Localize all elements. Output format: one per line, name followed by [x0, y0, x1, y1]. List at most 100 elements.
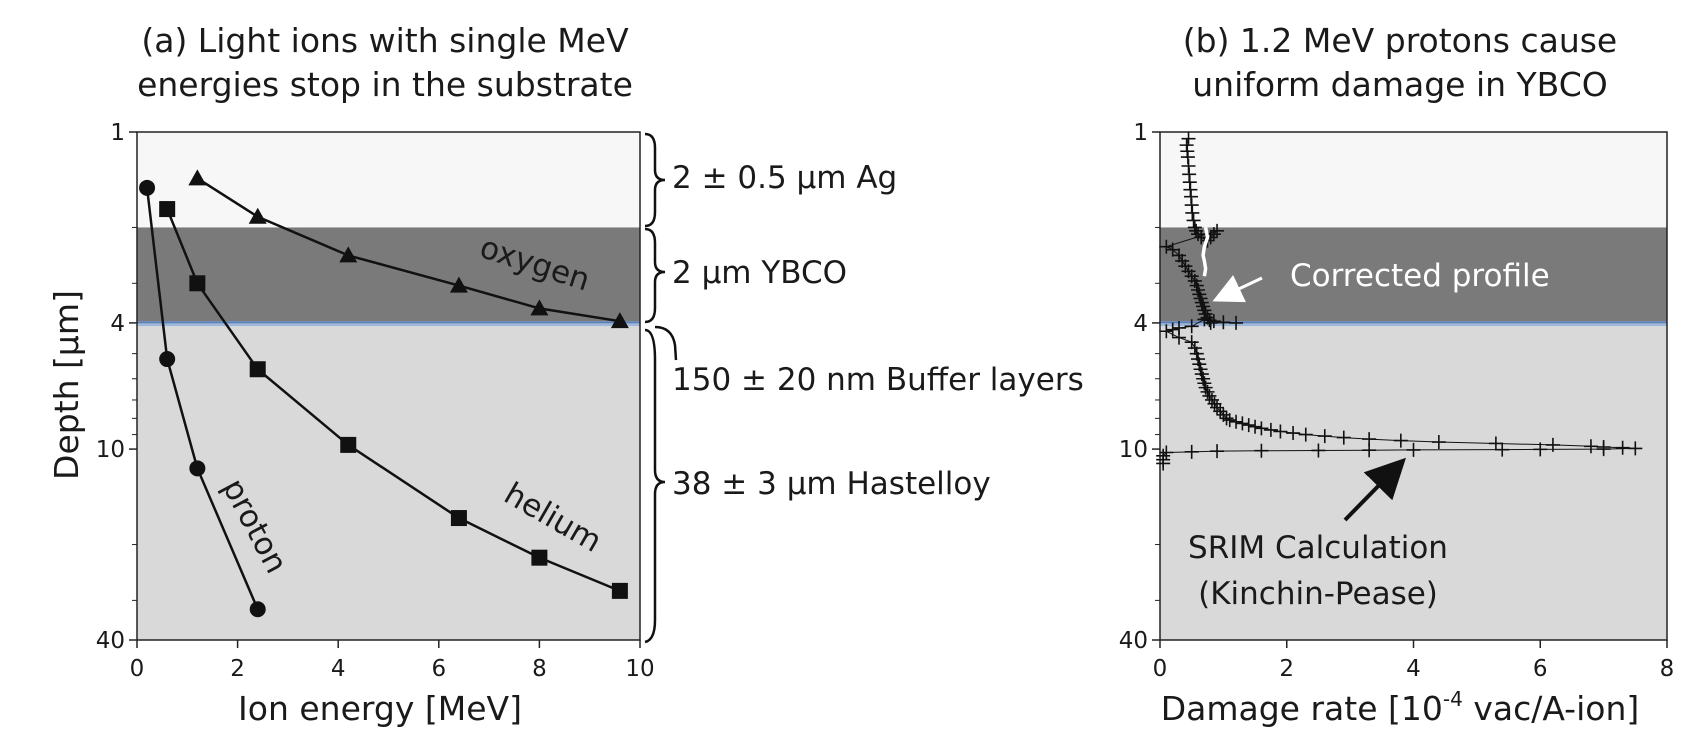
pa-xtick-label: 8: [532, 656, 547, 682]
chart-a-title-line1: (a) Light ions with single MeV: [141, 21, 629, 60]
pb-point-plus: [1583, 439, 1598, 454]
pb-point-plus: [1165, 322, 1180, 337]
pa-point-circle: [249, 601, 266, 618]
pb-point-plus: [1235, 416, 1250, 431]
pb-point-plus: [1185, 205, 1200, 220]
pa-point-circle: [139, 179, 156, 196]
pb-point-plus: [1184, 319, 1199, 334]
pb-xtick-label: 6: [1533, 656, 1548, 682]
pb-ytick-label: 1: [1133, 120, 1148, 146]
pb-point-plus: [1159, 239, 1174, 254]
pb-point-plus: [1165, 242, 1180, 257]
pa-point-square: [189, 275, 206, 292]
pb-xtick-label: 0: [1153, 656, 1168, 682]
pb-point-plus: [1184, 335, 1199, 350]
srim-arrow: [1343, 457, 1406, 522]
pa-series-2-line: [196, 177, 621, 323]
pa-point-triangle: [530, 299, 549, 316]
brace-hastelloy: [644, 328, 666, 644]
pa-point-square: [159, 201, 176, 218]
pa-ytick-label: 40: [96, 628, 125, 654]
pa-point-triangle: [248, 207, 267, 224]
pb-ytick-label: 10: [1119, 437, 1148, 463]
chart-a-ylabel: Depth [μm]: [47, 290, 86, 480]
pa-xtick-label: 0: [130, 656, 145, 682]
pa-xtick-label: 4: [331, 656, 346, 682]
pa-point-circle: [189, 460, 206, 477]
pb-ytick-label: 4: [1133, 311, 1148, 337]
pb-point-plus: [1203, 315, 1218, 330]
pa-xtick-label: 2: [230, 656, 245, 682]
pa-point-square: [611, 582, 628, 599]
pb-point-plus: [1241, 418, 1256, 433]
pa-point-square: [531, 549, 548, 566]
pb-point-plus: [1172, 248, 1187, 263]
pb-point-plus: [1229, 315, 1244, 330]
pb-point-plus: [1336, 430, 1351, 445]
pa-point-triangle: [449, 276, 468, 293]
pa-point-square: [450, 510, 467, 527]
pb-point-plus: [1254, 443, 1269, 458]
pa-ytick-label: 1: [110, 120, 125, 146]
pa-layer-ag: [137, 132, 640, 228]
pb-point-plus: [1216, 315, 1231, 330]
pb-point-plus: [1206, 227, 1221, 242]
pb-point-plus: [1213, 404, 1228, 419]
pb-point-plus: [1431, 435, 1446, 450]
pb-point-plus: [1206, 314, 1221, 329]
pb-point-plus: [1545, 437, 1560, 452]
pb-point-plus: [1248, 419, 1263, 434]
pb-point-plus: [1596, 442, 1611, 457]
pb-point-plus: [1210, 223, 1225, 238]
pb-xtick-label: 4: [1406, 656, 1421, 682]
chart-b-plot-area: 1 4 10 400 2 4 6 8: [1119, 120, 1675, 682]
chart-a-xlabel: Ion energy [MeV]: [238, 689, 522, 728]
pb-point-plus: [1628, 441, 1643, 456]
pa-layer-buffer: [137, 321, 640, 327]
pb-point-plus: [1184, 444, 1199, 459]
layer-label-hastelloy: 38 ± 3 μm Hastelloy: [672, 466, 991, 502]
annotation-kinchin-pease: (Kinchin-Pease): [1198, 576, 1438, 612]
pb-point-plus: [1615, 440, 1630, 455]
pb-point-plus: [1181, 131, 1196, 146]
pa-point-square: [249, 361, 266, 378]
pa-point-square: [340, 436, 357, 453]
layer-label-buffer: 150 ± 20 nm Buffer layers: [672, 362, 1084, 398]
chart-a-plot-area: 1 4 10 400 2 4 6 8 10: [96, 120, 655, 682]
pb-point-plus: [1207, 396, 1222, 411]
layer-label-ag: 2 ± 0.5 μm Ag: [672, 160, 897, 196]
brace-buffer: [654, 325, 678, 361]
chart-b-title-line2: uniform damage in YBCO: [1192, 65, 1608, 104]
pb-xtick-label: 2: [1279, 656, 1294, 682]
pb-point-plus: [1263, 422, 1278, 437]
pb-layer-ybco: [1160, 227, 1667, 322]
pb-point-plus: [1187, 341, 1202, 356]
chart-b-xlabel-main: Damage rate [10: [1161, 689, 1443, 728]
pa-point-triangle: [188, 169, 207, 186]
pb-point-plus: [1317, 429, 1332, 444]
pb-point-plus: [1362, 443, 1377, 458]
pb-point-plus: [1197, 312, 1212, 327]
pb-point-plus: [1210, 444, 1225, 459]
pb-point-plus: [1286, 426, 1301, 441]
pb-point-plus: [1187, 220, 1202, 235]
layer-braces: [644, 132, 678, 644]
chart-a-title-line2: energies stop in the substrate: [137, 65, 633, 104]
pb-point-plus: [1219, 411, 1234, 426]
pa-layer-hastelloy: [137, 326, 640, 640]
pb-point-plus: [1222, 413, 1237, 428]
pb-layer-buffer: [1160, 321, 1667, 327]
pb-point-plus: [1156, 456, 1171, 471]
pb-point-plus: [1298, 427, 1313, 442]
corrected-profile-arrow: [1212, 275, 1263, 303]
pb-point-plus: [1172, 330, 1187, 345]
annotation-corrected-profile: Corrected profile: [1290, 258, 1550, 294]
pb-point-plus: [1254, 421, 1269, 436]
pb-point-plus: [1533, 442, 1548, 457]
brace-ybco: [644, 227, 666, 324]
pa-frame: [136, 131, 641, 641]
chart-b-title-line1: (b) 1.2 MeV protons cause: [1183, 21, 1617, 60]
pa-xtick-label: 6: [431, 656, 446, 682]
pb-point-plus: [1488, 436, 1503, 451]
pb-point-plus: [1159, 445, 1174, 460]
